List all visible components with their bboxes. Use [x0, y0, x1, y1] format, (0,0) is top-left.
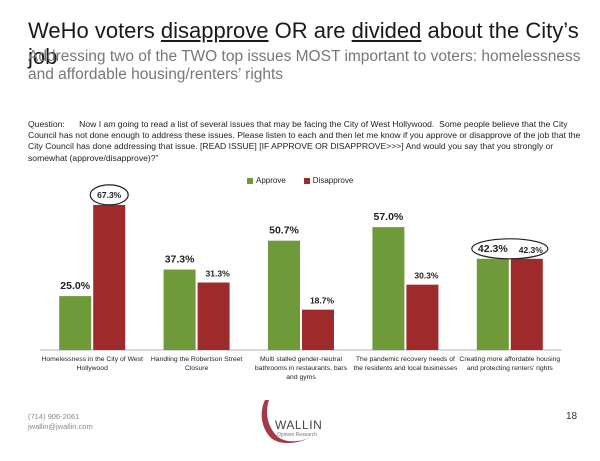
logo-subtext: Opinion Research: [277, 432, 318, 438]
category-label-2-line-0: Multi stalled gender-neutral: [260, 356, 342, 363]
legend-label-disapprove: Disapprove: [312, 176, 354, 185]
data-label-approve-3: 57.0%: [374, 211, 404, 223]
legend-label-approve: Approve: [256, 176, 286, 185]
category-label-1-line-0: Handling the Robertson Street: [151, 356, 243, 363]
category-label-2-line-2: and gyms: [286, 374, 316, 381]
title-emphasis-disapprove: disapprove: [160, 18, 269, 43]
data-label-disapprove-0: 67.3%: [97, 190, 122, 200]
bar-approve-1: [163, 269, 196, 350]
survey-question: Question: Now I am going to read a list …: [28, 119, 583, 163]
bar-disapprove-0: [93, 204, 126, 350]
data-label-disapprove-4: 42.3%: [519, 245, 544, 255]
bar-approve-3: [372, 227, 405, 350]
footer-contact: (714) 906-2061 jwallin@jwallin.com: [28, 412, 93, 432]
bar-approve-0: [59, 296, 92, 350]
category-label-3-line-0: The pandemic recovery needs of: [356, 356, 455, 363]
bar-disapprove-1: [197, 282, 230, 350]
slide-title: WeHo voters disapprove OR are divided ab…: [28, 18, 588, 70]
category-label-2-line-1: bathrooms in restaurants, bars: [255, 365, 348, 372]
logo-text: WALLIN: [275, 418, 323, 432]
wallin-logo: WALLIN Opinion Research: [255, 398, 345, 448]
bar-approve-2: [268, 240, 300, 350]
data-label-approve-1: 37.3%: [165, 254, 195, 266]
category-label-4-line-1: and protecting renters’ rights: [467, 365, 553, 372]
legend-item-approve: Approve: [247, 176, 286, 185]
bar-approve-4: [476, 258, 509, 350]
category-label-0-line-1: Hollywood: [77, 365, 109, 372]
data-label-disapprove-2: 18.7%: [310, 296, 335, 306]
logo-swoosh-icon: [261, 400, 313, 444]
bar-disapprove-4: [510, 258, 543, 350]
title-part: about the City’s job: [28, 18, 579, 69]
bar-disapprove-3: [406, 284, 439, 350]
footer-phone: (714) 906-2061: [28, 412, 80, 421]
data-label-approve-0: 25.0%: [60, 280, 90, 292]
title-part: WeHo voters: [28, 18, 161, 43]
legend-swatch-approve: [247, 177, 253, 184]
callout-ellipse-homelessness: [89, 184, 129, 206]
data-label-approve-4: 42.3%: [478, 243, 508, 255]
legend-swatch-disapprove: [303, 177, 310, 184]
category-label-3-line-1: the residents and local businesses: [353, 365, 458, 372]
footer-email: jwallin@jwallin.com: [28, 422, 93, 431]
data-label-disapprove-1: 31.3%: [206, 269, 231, 279]
category-label-4-line-0: Creating more affordable housing: [459, 356, 560, 363]
page-number: 18: [566, 411, 578, 422]
chart-legend: Approve Disapprove: [247, 176, 353, 185]
title-emphasis-divided: divided: [351, 18, 422, 43]
category-label-1-line-1: Closure: [185, 365, 209, 372]
bar-disapprove-2: [302, 309, 334, 350]
title-part: OR are: [268, 18, 352, 43]
category-label-0-line-0: Homelessness in the City of West: [41, 356, 143, 363]
slide-subtitle: Addressing two of the TWO top issues MOS…: [28, 48, 581, 83]
callout-ellipse-affordable-housing: [471, 238, 549, 260]
legend-item-disapprove: Disapprove: [303, 176, 354, 185]
data-label-approve-2: 50.7%: [269, 225, 299, 237]
data-label-disapprove-3: 30.3%: [414, 271, 439, 281]
